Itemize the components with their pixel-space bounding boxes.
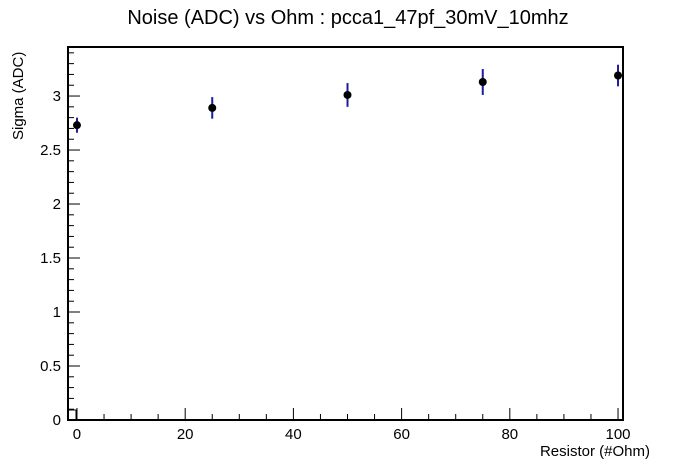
y-tick-label: 2.5 [40,142,61,159]
y-tick-label: 1 [53,304,61,321]
y-tick-label: 2 [53,196,61,213]
x-tick-label: 0 [73,426,81,443]
x-tick-label: 60 [393,426,410,443]
data-point-marker [478,77,487,86]
data-point-marker [208,103,217,112]
data-point-marker [614,71,623,80]
y-axis-title: Sigma (ADC) [10,51,27,140]
x-axis-title: Resistor (#Ohm) [539,443,650,460]
y-tick-label: 0.5 [40,358,61,375]
x-tick-label: 40 [285,426,302,443]
x-tick-label: 100 [606,426,631,443]
plot-frame [67,46,624,421]
data-point-marker [343,90,352,99]
y-tick-label: 3 [53,88,61,105]
y-tick-label: 0 [53,412,61,429]
x-tick-label: 20 [177,426,194,443]
data-point-marker [72,121,81,130]
chart-title: Noise (ADC) vs Ohm : pcca1_47pf_30mV_10m… [127,7,569,29]
origin-bin-box [67,409,77,421]
y-tick-label: 1.5 [40,250,61,267]
x-tick-label: 80 [501,426,518,443]
